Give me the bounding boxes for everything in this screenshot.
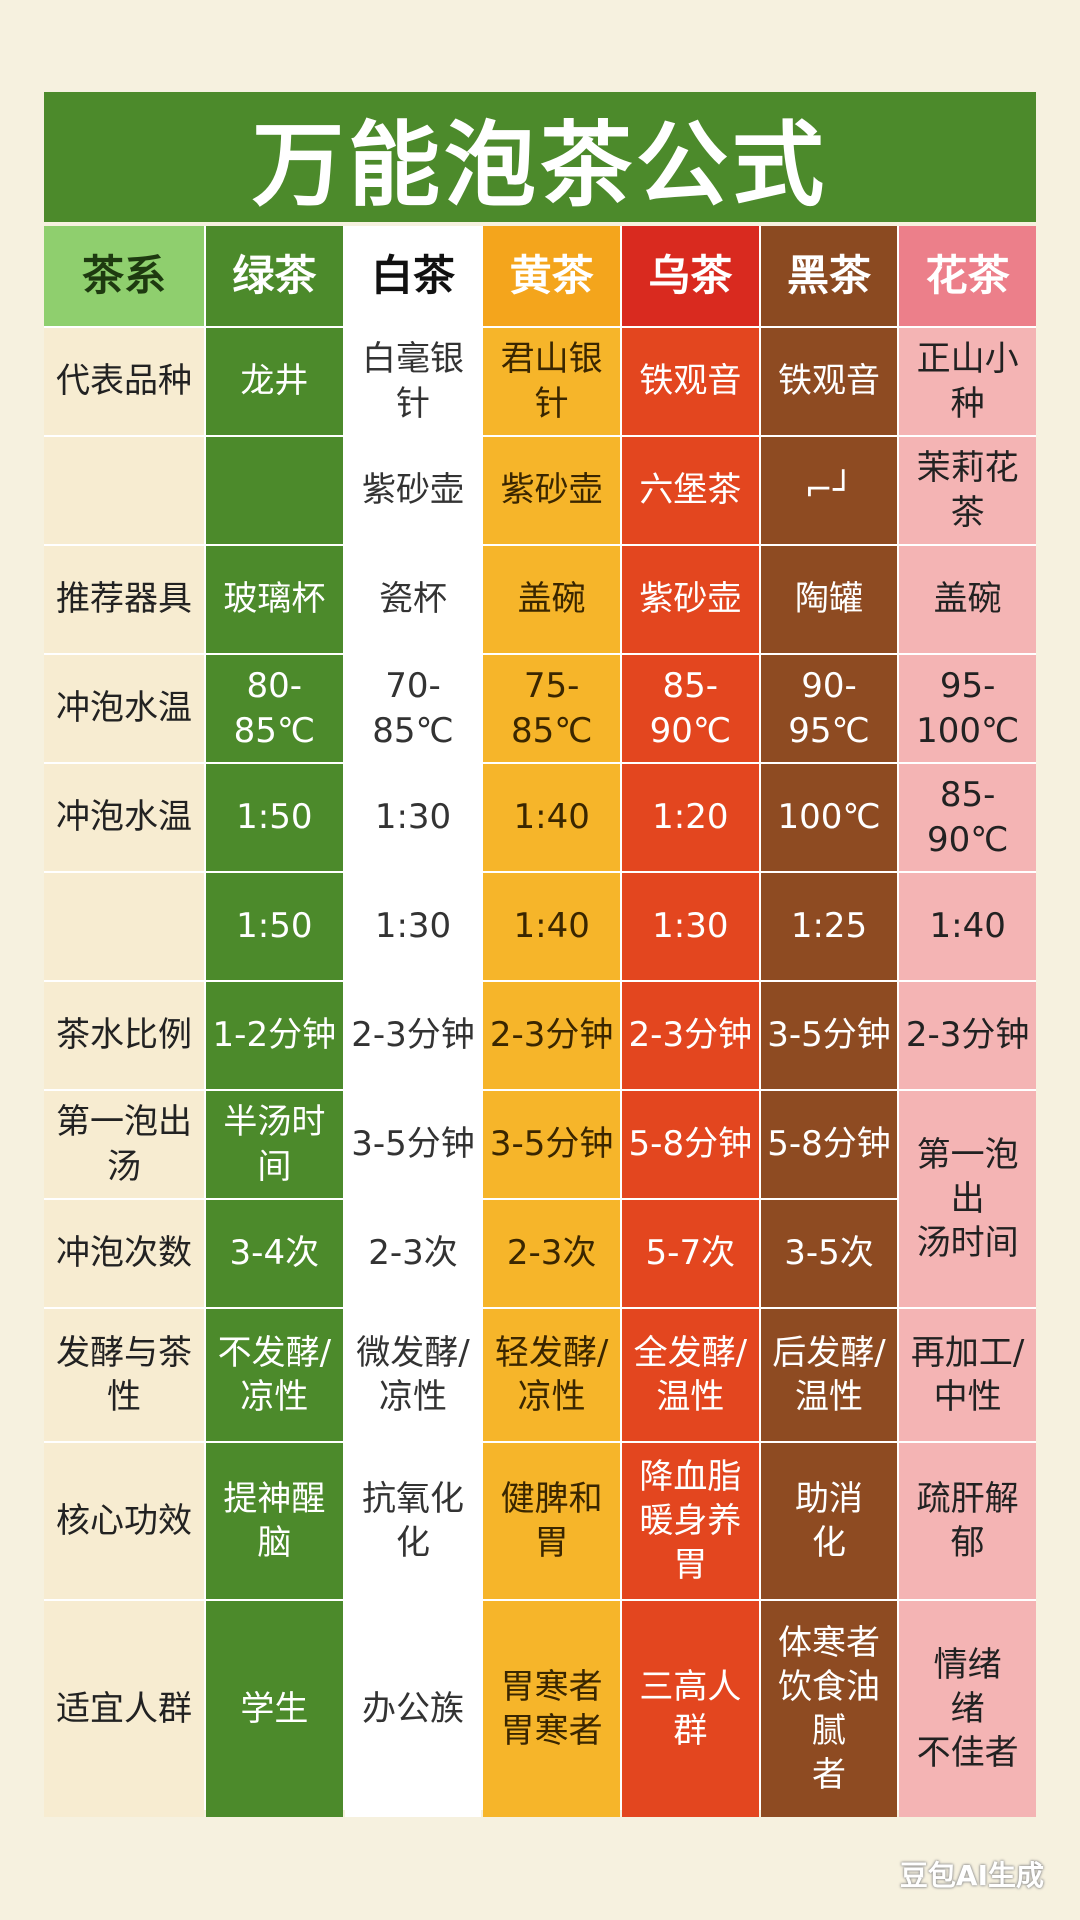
table-cell: 2-3次 xyxy=(344,1200,482,1307)
table-cell: 微发酵/ 凉性 xyxy=(344,1309,482,1441)
column-header: 乌茶 xyxy=(622,226,759,326)
tea-table: 茶系 绿茶 白茶 黄茶 乌茶 黑茶 花茶 代表品种 龙井 白毫银针 君山银针 铁观音 铁观音 正山小种 紫砂… xyxy=(44,226,1036,1817)
table-cell: 1:40 xyxy=(899,873,1036,980)
table-cell: 助消 化 xyxy=(760,1443,898,1599)
table-cell: 70-85℃ xyxy=(344,655,482,762)
column-header: 黄茶 xyxy=(483,226,620,326)
table-cell: 100℃ xyxy=(760,764,898,871)
column-header: 绿茶 xyxy=(206,226,343,326)
header-label: 茶系 xyxy=(44,226,204,326)
row-label: 发酵与茶性 xyxy=(44,1309,204,1441)
table-cell: 紫砂壶 xyxy=(622,546,759,653)
table-cell: 1:30 xyxy=(622,873,759,980)
table-cell: 5-8分钟 xyxy=(622,1091,759,1198)
row-label xyxy=(44,873,204,980)
table-cell: 1:30 xyxy=(344,873,482,980)
table-cell: 陶罐 xyxy=(760,546,898,653)
table-cell: 75-85℃ xyxy=(483,655,620,762)
table-cell: 龙井 xyxy=(206,328,343,435)
table-cell: 1:50 xyxy=(206,764,343,871)
table-cell: ⌐┘ xyxy=(760,437,898,544)
row-label: 冲泡水温 xyxy=(44,655,204,762)
table-cell: 80-85℃ xyxy=(206,655,343,762)
table-cell: 瓷杯 xyxy=(344,546,482,653)
row-label xyxy=(44,437,204,544)
table-cell: 轻发酵/ 凉性 xyxy=(483,1309,620,1441)
table-cell: 1-2分钟 xyxy=(206,982,343,1089)
column-header: 白茶 xyxy=(344,226,482,326)
table-cell: 3-5分钟 xyxy=(760,982,898,1089)
table-cell: 体寒者 饮食油腻 者 xyxy=(760,1601,898,1817)
table-cell: 2-3分钟 xyxy=(344,982,482,1089)
table-cell: 2-3分钟 xyxy=(622,982,759,1089)
column-header: 花茶 xyxy=(899,226,1036,326)
table-cell: 5-7次 xyxy=(622,1200,759,1307)
table-cell: 全发酵/ 温性 xyxy=(622,1309,759,1441)
table-cell: 1:40 xyxy=(483,873,620,980)
table-cell: 再加工/ 中性 xyxy=(899,1309,1036,1441)
table-cell: 2-3次 xyxy=(483,1200,620,1307)
watermark: 豆包AI生成 xyxy=(899,1859,1044,1892)
table-cell: 3-5分钟 xyxy=(344,1091,482,1198)
table-cell: 紫砂壶 xyxy=(483,437,620,544)
table-cell: 85-90℃ xyxy=(899,764,1036,871)
row-label: 第一泡出汤 xyxy=(44,1091,204,1198)
table-cell: 3-5次 xyxy=(760,1200,898,1307)
table-cell: 情绪 绪 不佳者 xyxy=(899,1601,1036,1817)
table-cell: 铁观音 xyxy=(622,328,759,435)
table-cell: 90-95℃ xyxy=(760,655,898,762)
row-label: 代表品种 xyxy=(44,328,204,435)
table-cell: 白毫银针 xyxy=(344,328,482,435)
row-label: 冲泡水温 xyxy=(44,764,204,871)
page-title: 万能泡茶公式 xyxy=(44,92,1036,222)
table-cell: 半汤时间 xyxy=(206,1091,343,1198)
table-cell: 学生 xyxy=(206,1601,343,1817)
table-cell: 六堡茶 xyxy=(622,437,759,544)
table-cell: 三高人 群 xyxy=(622,1601,759,1817)
table-cell: 1:30 xyxy=(344,764,482,871)
row-label: 茶水比例 xyxy=(44,982,204,1089)
table-cell: 后发酵/ 温性 xyxy=(760,1309,898,1441)
table-cell xyxy=(206,437,343,544)
row-label: 冲泡次数 xyxy=(44,1200,204,1307)
table-cell: 第一泡出 汤时间 xyxy=(899,1091,1036,1307)
table-cell: 正山小种 xyxy=(899,328,1036,435)
table-cell: 盖碗 xyxy=(483,546,620,653)
table-cell: 铁观音 xyxy=(760,328,898,435)
table-cell: 健脾和胃 xyxy=(483,1443,620,1599)
table-cell: 玻璃杯 xyxy=(206,546,343,653)
table-cell: 3-4次 xyxy=(206,1200,343,1307)
table-cell: 1:20 xyxy=(622,764,759,871)
table-cell: 降血脂 暖身养胃 xyxy=(622,1443,759,1599)
column-header: 黑茶 xyxy=(760,226,898,326)
table-cell: 提神醒 脑 xyxy=(206,1443,343,1599)
table-cell: 抗氧化 化 xyxy=(344,1443,482,1599)
table-cell: 85-90℃ xyxy=(622,655,759,762)
table-cell: 1:25 xyxy=(760,873,898,980)
row-label: 核心功效 xyxy=(44,1443,204,1599)
row-label: 适宜人群 xyxy=(44,1601,204,1817)
table-cell: 95-100℃ xyxy=(899,655,1036,762)
table-cell: 胃寒者 胃寒者 xyxy=(483,1601,620,1817)
table-cell: 君山银针 xyxy=(483,328,620,435)
table-cell: 不发酵/ 凉性 xyxy=(206,1309,343,1441)
row-label: 推荐器具 xyxy=(44,546,204,653)
table-cell: 盖碗 xyxy=(899,546,1036,653)
table-cell: 3-5分钟 xyxy=(483,1091,620,1198)
table-cell: 茉莉花茶 xyxy=(899,437,1036,544)
table-cell: 办公族 xyxy=(344,1601,482,1817)
table-cell: 紫砂壶 xyxy=(344,437,482,544)
table-cell: 2-3分钟 xyxy=(899,982,1036,1089)
table-cell: 疏肝解 郁 xyxy=(899,1443,1036,1599)
table-cell: 2-3分钟 xyxy=(483,982,620,1089)
table-cell: 1:50 xyxy=(206,873,343,980)
table-cell: 5-8分钟 xyxy=(760,1091,898,1198)
table-cell: 1:40 xyxy=(483,764,620,871)
